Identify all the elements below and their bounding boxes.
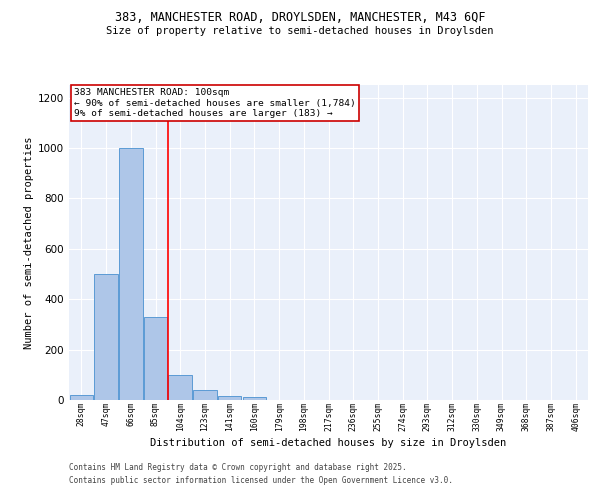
Bar [70,395,93,400]
Bar [193,390,217,400]
X-axis label: Distribution of semi-detached houses by size in Droylsden: Distribution of semi-detached houses by … [151,438,506,448]
Text: 383, MANCHESTER ROAD, DROYLSDEN, MANCHESTER, M43 6QF: 383, MANCHESTER ROAD, DROYLSDEN, MANCHES… [115,11,485,24]
Y-axis label: Number of semi-detached properties: Number of semi-detached properties [24,136,34,349]
Bar [169,375,192,400]
Bar [242,398,266,400]
Bar [218,396,241,400]
Text: 383 MANCHESTER ROAD: 100sqm
← 90% of semi-detached houses are smaller (1,784)
9%: 383 MANCHESTER ROAD: 100sqm ← 90% of sem… [74,88,356,118]
Bar [94,274,118,400]
Text: Contains public sector information licensed under the Open Government Licence v3: Contains public sector information licen… [69,476,453,485]
Bar [144,317,167,400]
Text: Contains HM Land Registry data © Crown copyright and database right 2025.: Contains HM Land Registry data © Crown c… [69,462,407,471]
Bar [119,148,143,400]
Text: Size of property relative to semi-detached houses in Droylsden: Size of property relative to semi-detach… [106,26,494,36]
